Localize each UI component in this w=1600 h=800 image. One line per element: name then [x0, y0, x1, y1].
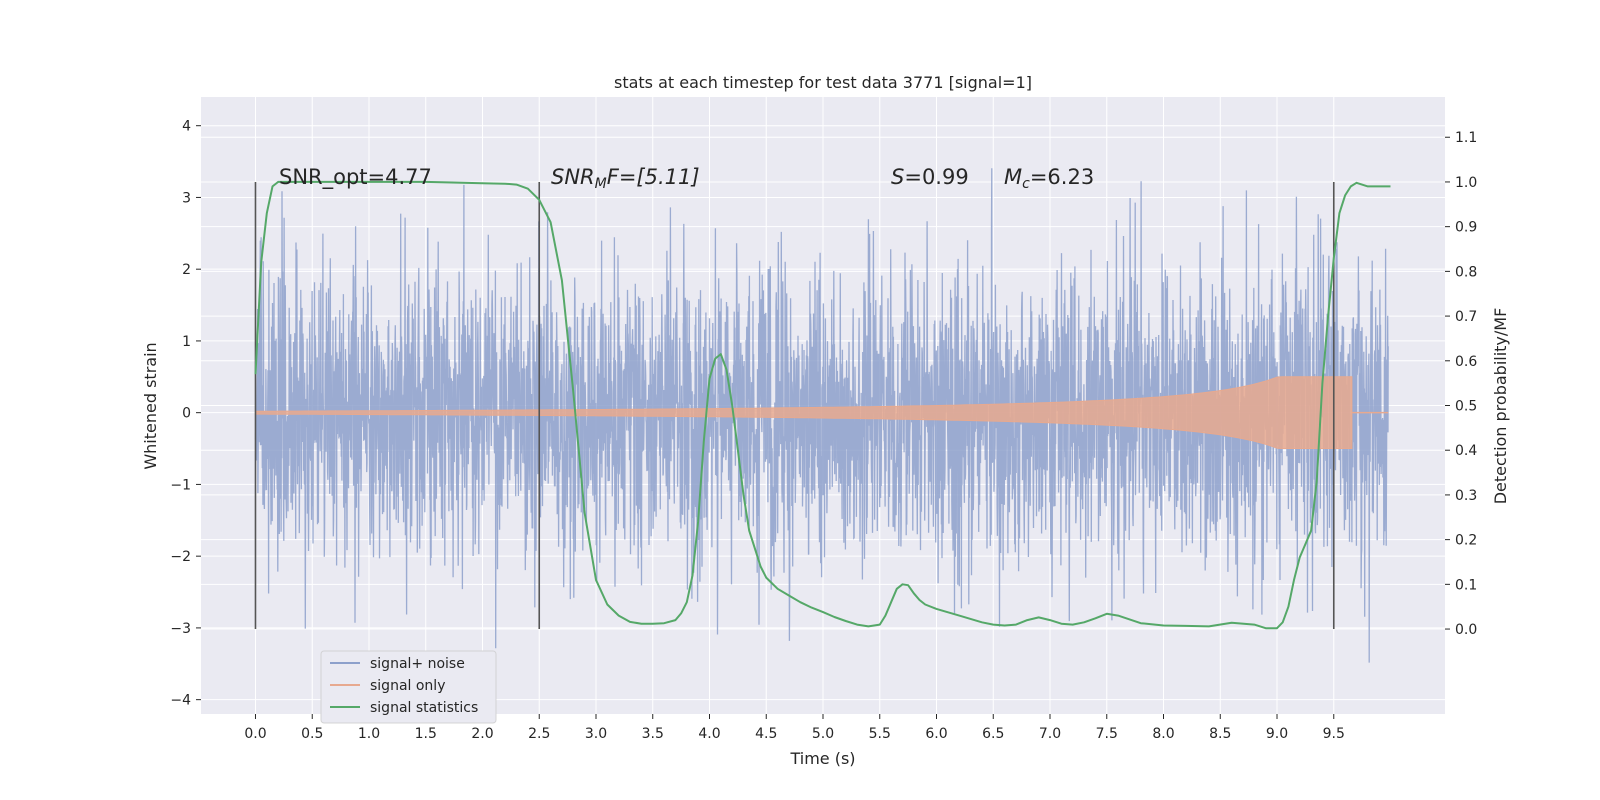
x-tick-label: 9.0 — [1266, 726, 1288, 742]
y-axis-ticks: 4 3 2 1 0 −1 −2 −3 −4 — [170, 119, 201, 709]
x-tick-label: 4.0 — [698, 726, 720, 742]
x-tick-label: 4.5 — [755, 726, 777, 742]
x-tick-label: 8.5 — [1209, 726, 1231, 742]
snr-mf-subscript: M — [595, 176, 607, 192]
y-axis-label: Whitened strain — [141, 342, 160, 469]
mc-annotation: Mc=6.23 — [1004, 165, 1094, 192]
y2-tick-label: 1.0 — [1455, 175, 1477, 191]
x-tick-label: 2.5 — [528, 726, 550, 742]
y2-tick-label: 0.6 — [1455, 354, 1477, 370]
y2-tick-label: 1.1 — [1455, 130, 1477, 146]
y-tick-label: −4 — [170, 693, 191, 709]
y2-tick-label: 0.5 — [1455, 399, 1477, 415]
legend-label-signal-noise: signal+ noise — [370, 656, 465, 672]
x-tick-label: 0.5 — [301, 726, 323, 742]
x-tick-label: 6.5 — [982, 726, 1004, 742]
x-tick-label: 3.5 — [642, 726, 664, 742]
mc-value: =6.23 — [1030, 165, 1094, 189]
y-tick-label: 2 — [182, 262, 191, 278]
x-tick-label: 5.0 — [812, 726, 834, 742]
y-tick-label: −3 — [170, 621, 191, 637]
y2-tick-label: 0.7 — [1455, 309, 1477, 325]
x-tick-label: 2.0 — [471, 726, 493, 742]
x-tick-label: 7.5 — [1096, 726, 1118, 742]
x-tick-label: 8.0 — [1152, 726, 1174, 742]
x-tick-label: 1.5 — [415, 726, 437, 742]
legend-label-signal-only: signal only — [370, 678, 445, 694]
y2-tick-label: 0.2 — [1455, 533, 1477, 549]
signal-only-envelope — [255, 376, 1353, 449]
y-tick-label: −1 — [170, 477, 191, 493]
x-tick-label: 1.0 — [358, 726, 380, 742]
chart-title: stats at each timestep for test data 377… — [614, 73, 1032, 92]
signal-only-series — [255, 376, 1389, 449]
x-tick-label: 9.5 — [1323, 726, 1345, 742]
y2-axis-ticks: 0.0 0.1 0.2 0.3 0.4 0.5 0.6 0.7 0.8 0.9 1.0 1.1 — [1445, 130, 1477, 638]
x-tick-label: 0.0 — [244, 726, 266, 742]
legend: signal+ noise signal only signal statist… — [320, 650, 497, 724]
legend-label-signal-statistics: signal statistics — [370, 700, 478, 716]
y-tick-label: −2 — [170, 549, 191, 565]
x-tick-label: 5.5 — [869, 726, 891, 742]
y-tick-label: 0 — [182, 406, 191, 422]
snr-opt-annotation: SNR_opt=4.77 — [279, 165, 432, 190]
y2-tick-label: 0.1 — [1455, 577, 1477, 593]
y-tick-label: 3 — [182, 190, 191, 206]
y2-axis-label: Detection probability/MF — [1491, 308, 1510, 505]
y-tick-label: 4 — [182, 119, 191, 135]
x-tick-label: 6.0 — [925, 726, 947, 742]
s-value: =0.99 — [904, 165, 968, 189]
s-symbol: S — [891, 165, 904, 189]
y2-tick-label: 0.4 — [1455, 443, 1477, 459]
y2-tick-label: 0.9 — [1455, 220, 1477, 236]
signal-statistics-line — [254, 180, 1391, 630]
snr-mf-symbol: SNR — [551, 165, 595, 189]
y2-tick-label: 0.3 — [1455, 488, 1477, 504]
x-tick-label: 7.0 — [1039, 726, 1061, 742]
mc-symbol: M — [1004, 165, 1022, 189]
snr-mf-annotation: SNRMF=[5.11] — [551, 165, 700, 192]
y2-tick-label: 0.0 — [1455, 622, 1477, 638]
x-axis-label: Time (s) — [789, 749, 855, 768]
snr-mf-value: F=[5.11] — [607, 165, 700, 189]
y-tick-label: 1 — [182, 334, 191, 350]
legend-box — [320, 650, 497, 724]
signal-statistics-series — [254, 180, 1391, 630]
s-annotation: S=0.99 — [891, 165, 969, 189]
x-axis-ticks: 0.0 0.5 1.0 1.5 2.0 2.5 3.0 3.5 4.0 4.5 5.0 5.5 6.0 6… — [244, 714, 1345, 742]
y2-tick-label: 0.8 — [1455, 264, 1477, 280]
x-tick-label: 3.0 — [585, 726, 607, 742]
mc-subscript: c — [1022, 176, 1030, 192]
